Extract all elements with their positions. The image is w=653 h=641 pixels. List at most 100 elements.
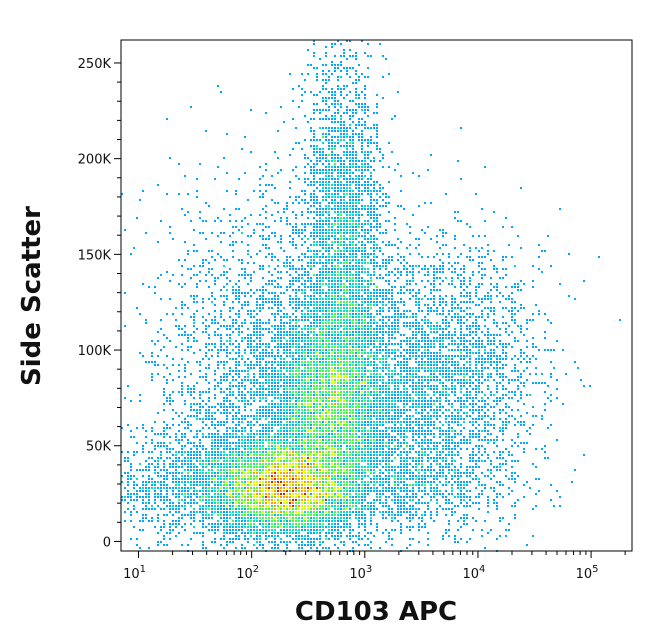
density-dot — [463, 289, 465, 291]
density-dot — [328, 148, 330, 150]
density-dot — [313, 274, 315, 276]
density-dot — [340, 340, 342, 342]
density-dot — [346, 319, 348, 321]
density-dot — [349, 277, 351, 279]
density-dot — [268, 361, 270, 363]
density-dot — [337, 337, 339, 339]
density-dot — [430, 358, 432, 360]
density-dot — [343, 136, 345, 138]
density-dot — [295, 268, 297, 270]
density-dot — [301, 148, 303, 150]
density-dot — [295, 394, 297, 396]
density-dot — [340, 226, 342, 228]
density-dot — [316, 361, 318, 363]
density-dot — [319, 280, 321, 282]
density-dot — [373, 169, 375, 171]
density-dot — [271, 283, 273, 285]
density-dot — [190, 295, 192, 297]
density-dot — [184, 175, 186, 177]
density-dot — [355, 373, 357, 375]
density-dot — [370, 394, 372, 396]
density-dot — [322, 307, 324, 309]
density-dot — [223, 361, 225, 363]
density-dot — [232, 250, 234, 252]
density-dot — [325, 184, 327, 186]
density-dot — [235, 364, 237, 366]
density-dot — [160, 328, 162, 330]
density-dot — [244, 217, 246, 219]
density-dot — [205, 259, 207, 261]
density-dot — [403, 379, 405, 381]
density-dot — [409, 355, 411, 357]
density-dot — [454, 361, 456, 363]
density-dot — [481, 391, 483, 393]
density-dot — [364, 280, 366, 282]
density-dot — [298, 277, 300, 279]
density-dot — [367, 388, 369, 390]
density-dot — [373, 343, 375, 345]
density-dot — [253, 364, 255, 366]
density-dot — [193, 274, 195, 276]
density-dot — [262, 229, 264, 231]
density-dot — [343, 289, 345, 291]
density-dot — [406, 268, 408, 270]
density-dot — [328, 313, 330, 315]
density-dot — [214, 259, 216, 261]
density-dot — [319, 172, 321, 174]
density-dot — [232, 241, 234, 243]
density-dot — [376, 226, 378, 228]
density-dot — [274, 367, 276, 369]
density-dot — [205, 220, 207, 222]
density-dot — [226, 349, 228, 351]
density-dot — [292, 403, 294, 405]
density-dot — [286, 400, 288, 402]
density-dot — [418, 271, 420, 273]
density-dot — [169, 298, 171, 300]
density-dot — [427, 361, 429, 363]
density-dot — [217, 403, 219, 405]
density-dot — [256, 334, 258, 336]
density-dot — [286, 394, 288, 396]
density-dot — [298, 349, 300, 351]
density-dot — [541, 271, 543, 273]
density-dot — [334, 310, 336, 312]
density-dot — [451, 295, 453, 297]
density-dot — [373, 238, 375, 240]
density-dot — [322, 397, 324, 399]
density-dot — [454, 328, 456, 330]
density-dot — [307, 208, 309, 210]
density-dot — [382, 349, 384, 351]
density-dot — [226, 373, 228, 375]
density-dot — [343, 397, 345, 399]
density-dot — [361, 331, 363, 333]
density-dot — [424, 376, 426, 378]
density-dot — [331, 145, 333, 147]
density-dot — [331, 337, 333, 339]
density-dot — [211, 292, 213, 294]
density-dot — [427, 352, 429, 354]
density-dot — [484, 349, 486, 351]
density-dot — [310, 403, 312, 405]
density-dot — [310, 139, 312, 141]
density-dot — [157, 277, 159, 279]
density-dot — [361, 403, 363, 405]
density-dot — [337, 403, 339, 405]
density-dot — [400, 298, 402, 300]
density-dot — [439, 379, 441, 381]
density-dot — [358, 262, 360, 264]
density-dot — [451, 388, 453, 390]
density-dot — [328, 217, 330, 219]
density-dot — [295, 298, 297, 300]
density-dot — [340, 271, 342, 273]
density-dot — [319, 382, 321, 384]
density-dot — [307, 265, 309, 267]
density-dot — [310, 118, 312, 120]
density-dot — [427, 346, 429, 348]
density-dot — [316, 358, 318, 360]
density-dot — [361, 355, 363, 357]
density-dot — [358, 223, 360, 225]
density-dot — [292, 343, 294, 345]
density-dot — [316, 253, 318, 255]
density-dot — [466, 397, 468, 399]
density-dot — [310, 64, 312, 66]
